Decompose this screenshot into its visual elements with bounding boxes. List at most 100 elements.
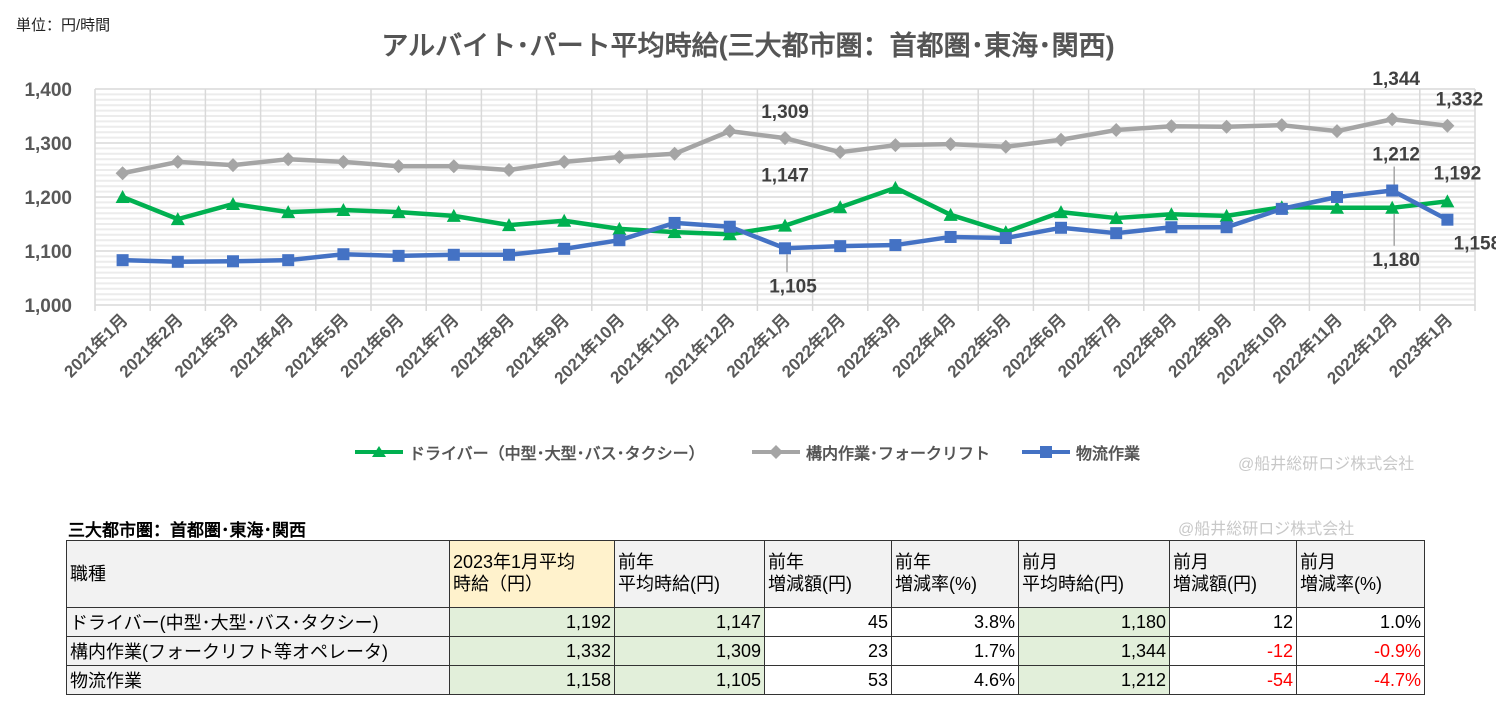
- data-point-triangle: [1109, 211, 1124, 225]
- table-row: 物流作業 1,158 1,105 53 4.6% 1,212 -54 -4.7%: [66, 665, 1425, 695]
- data-point-diamond: [391, 159, 406, 174]
- table-watermark: @船井総研ロジ株式会社: [1178, 521, 1355, 538]
- data-point-triangle: [336, 202, 351, 216]
- data-point-diamond: [1274, 118, 1289, 133]
- data-point-square: [944, 230, 957, 243]
- data-point-triangle: [833, 200, 848, 214]
- data-label: 1,147: [761, 166, 809, 187]
- data-point-diamond: [998, 139, 1013, 154]
- data-point-diamond: [1219, 119, 1234, 134]
- data-point-diamond: [502, 163, 516, 177]
- table-row: ドライバー(中型･大型･バス･タクシー) 1,192 1,147 45 3.8% 1,18…: [66, 607, 1425, 637]
- legend-item-logistics: 物流作業: [1022, 440, 1140, 464]
- header-job-type: 職種: [66, 540, 450, 608]
- data-point-square: [1220, 221, 1233, 234]
- data-point-triangle: [446, 208, 461, 222]
- data-point-diamond: [1164, 119, 1179, 134]
- data-point-square: [668, 216, 681, 229]
- data-point-triangle: [281, 205, 296, 219]
- cell-prev-month-diff: -54: [1169, 665, 1297, 695]
- data-point-square: [889, 239, 902, 252]
- data-point-triangle: [170, 212, 185, 226]
- data-point-square: [1110, 227, 1123, 240]
- cell-job-type: 物流作業: [66, 665, 450, 695]
- line-chart: 1,0001,1001,2001,3001,4002021年1月2021年2月2…: [24, 69, 1496, 388]
- data-point-triangle: [1385, 200, 1400, 214]
- header-prev-year-rate: 前年 増減率(%): [891, 540, 1019, 608]
- data-point-square: [834, 240, 847, 253]
- data-label: 1,332: [1436, 90, 1484, 111]
- data-point-diamond: [115, 166, 130, 181]
- cell-job-type: 構内作業(フォークリフト等オペレータ): [66, 636, 450, 666]
- data-point-diamond: [1385, 112, 1400, 127]
- data-point-diamond: [1109, 123, 1124, 138]
- data-point-diamond: [778, 131, 792, 146]
- legend-label: ドライバー（中型･大型･バス･タクシー）: [409, 446, 705, 463]
- header-prev-year-wage: 前年 平均時給(円): [614, 540, 765, 608]
- data-point-triangle: [1054, 205, 1068, 219]
- data-point-diamond: [1330, 124, 1344, 139]
- cell-prev-year-rate: 4.6%: [891, 665, 1019, 695]
- data-point-square: [171, 255, 184, 268]
- data-point-diamond: [1054, 132, 1068, 147]
- y-tick-label: 1,100: [24, 242, 72, 263]
- data-point-triangle: [722, 227, 737, 241]
- data-point-square: [503, 248, 515, 261]
- data-point-diamond: [170, 154, 185, 169]
- header-prev-month-diff: 前月 増減額(円): [1169, 540, 1297, 608]
- data-point-diamond: [722, 124, 737, 139]
- cell-prev-year-rate: 1.7%: [891, 636, 1019, 666]
- table-title: 三大都市圏：首都圏･東海･関西: [68, 521, 306, 540]
- data-point-triangle: [1330, 200, 1344, 214]
- data-point-square: [227, 255, 239, 268]
- data-point-triangle: [1440, 194, 1455, 208]
- data-point-diamond: [943, 137, 958, 152]
- data-point-triangle: [888, 180, 903, 194]
- legend-triangle-icon: [355, 446, 403, 457]
- cell-prev-month-diff: 12: [1169, 607, 1297, 637]
- cell-prev-month-wage: 1,344: [1018, 636, 1170, 666]
- data-point-diamond: [612, 150, 627, 165]
- y-tick-label: 1,400: [24, 80, 72, 101]
- legend-item-forklift: 構内作業･フォークリフト: [752, 440, 990, 464]
- header-current-wage: 2023年1月平均 時給（円）: [449, 540, 615, 608]
- data-label: 1,105: [769, 276, 817, 297]
- data-point-triangle: [226, 197, 240, 211]
- data-point-diamond: [336, 154, 351, 169]
- data-point-square: [447, 248, 460, 261]
- legend-item-driver: ドライバー（中型･大型･バス･タクシー）: [355, 440, 705, 464]
- data-point-triangle: [115, 190, 130, 203]
- data-point-diamond: [1440, 118, 1455, 133]
- header-prev-month-wage: 前月 平均時給(円): [1018, 540, 1170, 608]
- cell-prev-month-rate: -0.9%: [1296, 636, 1425, 666]
- y-tick-label: 1,200: [24, 188, 72, 209]
- data-label: 1,192: [1434, 163, 1482, 184]
- data-point-triangle: [391, 205, 406, 219]
- data-point-triangle: [612, 221, 627, 235]
- data-point-diamond: [888, 138, 903, 153]
- data-point-square: [392, 249, 405, 262]
- cell-current-wage: 1,192: [449, 607, 615, 637]
- cell-prev-month-wage: 1,180: [1018, 607, 1170, 637]
- data-point-triangle: [1164, 207, 1179, 221]
- data-point-square: [723, 220, 736, 233]
- cell-prev-year-diff: 23: [764, 636, 892, 666]
- data-point-diamond: [281, 152, 296, 167]
- cell-job-type: ドライバー(中型･大型･バス･タクシー): [66, 607, 450, 637]
- data-point-square: [116, 254, 129, 267]
- cell-prev-year-diff: 45: [764, 607, 892, 637]
- data-point-triangle: [778, 218, 792, 232]
- y-tick-label: 1,000: [24, 296, 72, 317]
- data-point-square: [282, 254, 295, 267]
- cell-prev-month-rate: 1.0%: [1296, 607, 1425, 637]
- cell-current-wage: 1,332: [449, 636, 615, 666]
- cell-prev-month-rate: -4.7%: [1296, 665, 1425, 695]
- y-tick-label: 1,300: [24, 134, 72, 155]
- data-point-square: [1331, 191, 1343, 203]
- header-prev-month-rate: 前月 増減率(%): [1296, 540, 1425, 608]
- data-point-square: [1386, 184, 1399, 197]
- data-point-square: [779, 242, 791, 255]
- data-point-diamond: [833, 145, 848, 160]
- cell-current-wage: 1,158: [449, 665, 615, 695]
- cell-prev-year-rate: 3.8%: [891, 607, 1019, 637]
